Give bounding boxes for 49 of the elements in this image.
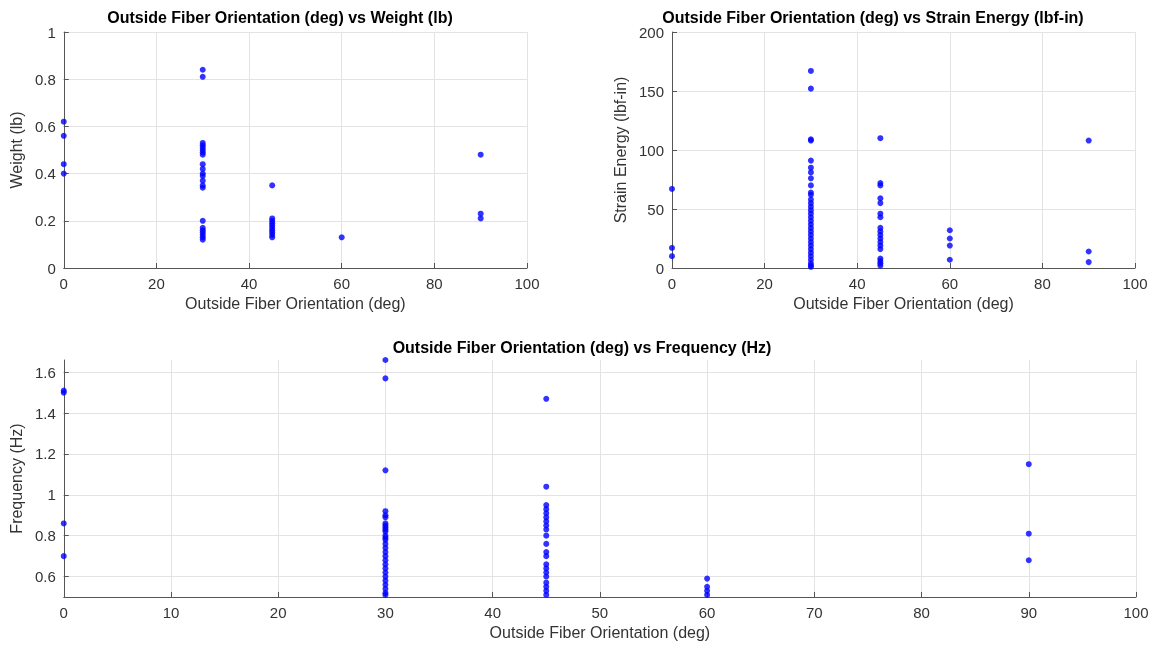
x-tick-label: 20 bbox=[269, 604, 287, 621]
x-tick-label: 60 bbox=[941, 275, 959, 292]
y-tick-label: 200 bbox=[638, 23, 664, 41]
y-tick-label: 0 bbox=[47, 259, 56, 277]
y-tick-label: 1.2 bbox=[34, 445, 56, 463]
x-tick-label: 40 bbox=[240, 275, 258, 292]
y-axis-title: Strain Energy (lbf-in) bbox=[611, 76, 629, 224]
x-tick-label: 90 bbox=[1020, 604, 1038, 621]
x-axis-title: Outside Fiber Orientation (deg) bbox=[185, 295, 406, 313]
chart-title: Outside Fiber Orientation (deg) vs Strain Energy (lbf-in) bbox=[662, 8, 1084, 26]
y-tick-label: 0.4 bbox=[34, 165, 56, 183]
y-tick-label: 0 bbox=[655, 259, 664, 277]
y-axis-title: Weight (lb) bbox=[7, 111, 25, 189]
x-axis-title: Outside Fiber Orientation (deg) bbox=[793, 295, 1014, 313]
y-tick-label: 100 bbox=[638, 141, 664, 159]
x-tick-label: 10 bbox=[162, 604, 180, 621]
y-tick-label: 150 bbox=[638, 82, 664, 100]
x-tick-label: 80 bbox=[913, 604, 930, 621]
x-tick-label: 0 bbox=[667, 275, 677, 292]
x-tick-label: 60 bbox=[698, 604, 716, 621]
chart-title: Outside Fiber Orientation (deg) vs Frequency (Hz) bbox=[392, 338, 772, 356]
y-tick-label: 0.6 bbox=[34, 117, 56, 135]
x-tick-label: 20 bbox=[756, 275, 773, 292]
y-axis-title: Frequency (Hz) bbox=[7, 423, 25, 534]
x-tick-label: 40 bbox=[484, 604, 501, 621]
y-tick-label: 0.6 bbox=[34, 568, 56, 586]
x-tick-label: 80 bbox=[1034, 275, 1051, 292]
y-tick-label: 0.8 bbox=[34, 70, 56, 88]
y-tick-label: 1.4 bbox=[34, 404, 56, 422]
x-tick-label: 50 bbox=[591, 604, 609, 621]
x-tick-label: 100 bbox=[1122, 275, 1148, 292]
y-tick-label: 1 bbox=[47, 23, 56, 41]
x-tick-label: 100 bbox=[514, 275, 540, 292]
y-tick-label: 1.6 bbox=[34, 363, 56, 381]
chart-title: Outside Fiber Orientation (deg) vs Weight (lb) bbox=[107, 8, 453, 26]
y-tick-label: 50 bbox=[647, 200, 664, 218]
y-tick-label: 0.8 bbox=[34, 527, 56, 545]
x-tick-label: 30 bbox=[377, 604, 394, 621]
x-axis-title: Outside Fiber Orientation (deg) bbox=[489, 624, 711, 642]
x-tick-label: 70 bbox=[805, 604, 823, 621]
x-tick-label: 100 bbox=[1123, 604, 1149, 621]
x-tick-label: 40 bbox=[848, 275, 866, 292]
y-tick-label: 1 bbox=[47, 486, 56, 504]
x-tick-label: 20 bbox=[148, 275, 165, 292]
x-tick-label: 0 bbox=[59, 604, 68, 621]
x-tick-label: 60 bbox=[333, 275, 351, 292]
x-tick-label: 80 bbox=[426, 275, 443, 292]
y-tick-label: 0.2 bbox=[34, 212, 56, 230]
x-tick-label: 0 bbox=[59, 275, 68, 292]
